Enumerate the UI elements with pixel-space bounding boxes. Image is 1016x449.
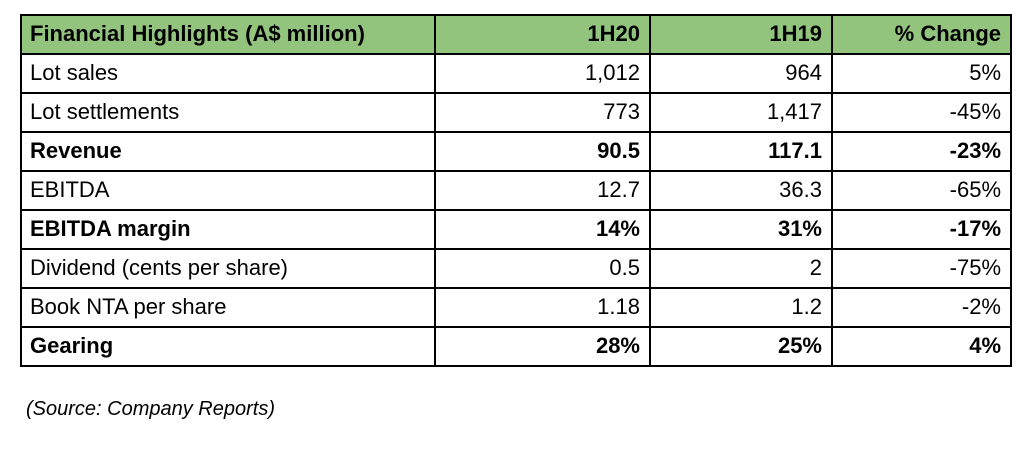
column-header-pct-change: % Change — [831, 14, 1012, 55]
row-label: Revenue — [20, 131, 436, 172]
value-1h19: 2 — [649, 248, 833, 289]
row-label: EBITDA — [20, 170, 436, 211]
row-label: Lot sales — [20, 53, 436, 94]
row-label: Dividend (cents per share) — [20, 248, 436, 289]
table-row-lot-sales: Lot sales 1,012 964 5% — [20, 53, 1012, 94]
table-header-row: Financial Highlights (A$ million) 1H20 1… — [20, 14, 1012, 55]
value-pct-change: 4% — [831, 326, 1012, 367]
value-1h20: 12.7 — [434, 170, 651, 211]
row-label: Gearing — [20, 326, 436, 367]
value-pct-change: -2% — [831, 287, 1012, 328]
value-1h20: 1,012 — [434, 53, 651, 94]
value-1h20: 28% — [434, 326, 651, 367]
value-1h19: 1.2 — [649, 287, 833, 328]
value-pct-change: -23% — [831, 131, 1012, 172]
table-row-dividend: Dividend (cents per share) 0.5 2 -75% — [20, 248, 1012, 289]
value-pct-change: -17% — [831, 209, 1012, 250]
value-pct-change: -65% — [831, 170, 1012, 211]
value-1h19: 117.1 — [649, 131, 833, 172]
table-row-lot-settlements: Lot settlements 773 1,417 -45% — [20, 92, 1012, 133]
value-1h20: 773 — [434, 92, 651, 133]
value-1h19: 31% — [649, 209, 833, 250]
column-header-1h20: 1H20 — [434, 14, 651, 55]
value-1h19: 36.3 — [649, 170, 833, 211]
value-1h20: 90.5 — [434, 131, 651, 172]
value-1h19: 1,417 — [649, 92, 833, 133]
table-row-gearing: Gearing 28% 25% 4% — [20, 326, 1012, 367]
table-row-revenue: Revenue 90.5 117.1 -23% — [20, 131, 1012, 172]
table-row-ebitda: EBITDA 12.7 36.3 -65% — [20, 170, 1012, 211]
source-note: (Source: Company Reports) — [26, 398, 275, 420]
row-label: Lot settlements — [20, 92, 436, 133]
value-pct-change: -45% — [831, 92, 1012, 133]
value-pct-change: 5% — [831, 53, 1012, 94]
table-row-book-nta: Book NTA per share 1.18 1.2 -2% — [20, 287, 1012, 328]
row-label: Book NTA per share — [20, 287, 436, 328]
value-1h20: 1.18 — [434, 287, 651, 328]
financial-highlights-table: Financial Highlights (A$ million) 1H20 1… — [20, 14, 1012, 367]
row-label: EBITDA margin — [20, 209, 436, 250]
table-row-ebitda-margin: EBITDA margin 14% 31% -17% — [20, 209, 1012, 250]
table-title-header: Financial Highlights (A$ million) — [20, 14, 436, 55]
value-pct-change: -75% — [831, 248, 1012, 289]
value-1h20: 14% — [434, 209, 651, 250]
column-header-1h19: 1H19 — [649, 14, 833, 55]
value-1h19: 25% — [649, 326, 833, 367]
value-1h20: 0.5 — [434, 248, 651, 289]
value-1h19: 964 — [649, 53, 833, 94]
